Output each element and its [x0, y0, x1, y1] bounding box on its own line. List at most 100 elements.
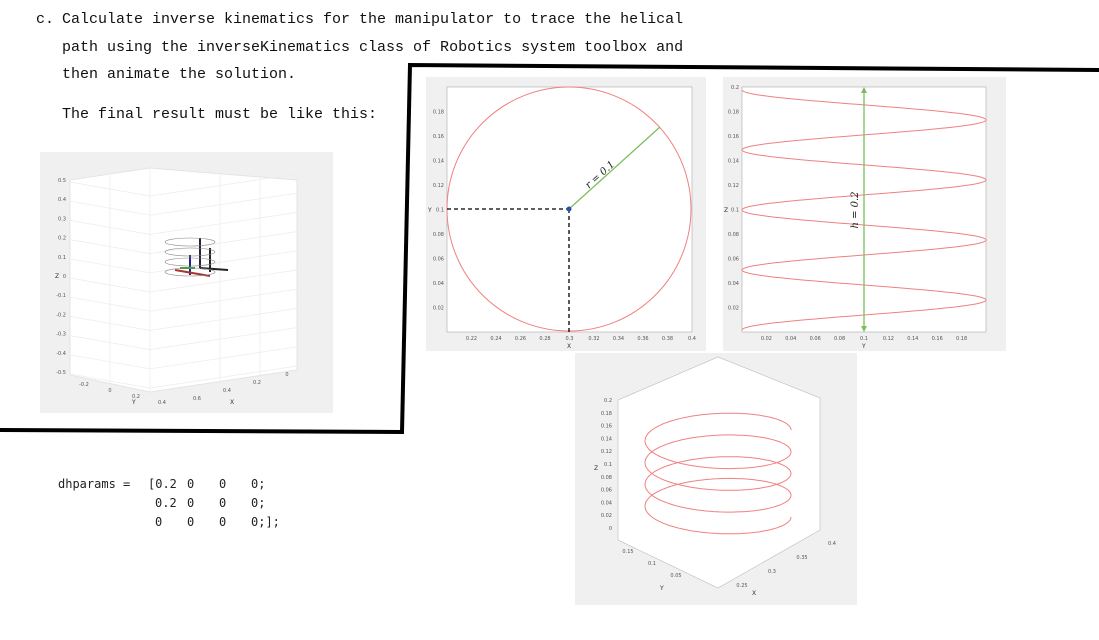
item-marker: c.: [36, 11, 54, 28]
grid-line: [149, 231, 298, 254]
grid-line: [69, 258, 151, 274]
tick-label: 0.34: [613, 336, 624, 342]
grid-line: [149, 346, 298, 370]
tick-label: 0.08: [433, 232, 444, 238]
tick-label: 0.6: [193, 396, 201, 402]
code-cell: 0: [187, 477, 194, 491]
tick-label: 0.14: [728, 159, 739, 165]
tick-label: 0.02: [433, 306, 444, 312]
tick-label: 0.16: [728, 134, 739, 140]
tick-label: 0.3: [566, 336, 574, 342]
top-view-figure: r = 0.1 X Y 0.22 0.24 0.26 0.28 0.3 0.32 0.34 0…: [426, 77, 706, 351]
tick-label: 0: [108, 388, 111, 394]
tick-label: 0.1: [648, 561, 656, 567]
grid-line: [69, 200, 151, 216]
grid-line: [69, 335, 151, 350]
grid-line: [149, 308, 298, 331]
tick-label: 0: [285, 372, 288, 378]
code-cell: 0: [187, 515, 194, 529]
z-label: Z: [594, 465, 598, 472]
tick-label: 0.2: [132, 394, 140, 400]
tick-label: 0.38: [662, 336, 673, 342]
tick-label: 0.16: [433, 134, 444, 140]
code-cell: 0;: [251, 496, 265, 510]
code-label: dhparams =: [58, 477, 130, 491]
grid-line: [69, 354, 151, 370]
code-cell: 0.2: [155, 496, 177, 510]
note: The final result must be like this:: [62, 106, 377, 123]
tick-label: 0.16: [601, 424, 612, 430]
code-cell: 0: [219, 496, 226, 510]
tick-label: 0.1: [731, 208, 739, 214]
tick-label: 0.06: [728, 257, 739, 263]
divider: [0, 62, 1099, 435]
tick-label: 0.15: [622, 549, 633, 555]
grid-line: [69, 220, 151, 235]
tick-label: 0.18: [728, 110, 739, 116]
grid-line: [69, 316, 151, 331]
annotation: h = 0.2: [850, 191, 861, 228]
tick-label: 0.1: [604, 462, 612, 468]
tick-label: 0.4: [158, 400, 166, 406]
tick-label: 0.04: [433, 281, 444, 287]
tick-label: 0.18: [601, 411, 612, 417]
z-label: Z: [55, 273, 59, 280]
y-label: Y: [659, 585, 664, 592]
tick-label: 0.14: [601, 436, 612, 442]
x-label: X: [752, 590, 756, 597]
grid-line: [149, 269, 298, 293]
x-label: Y: [861, 343, 866, 350]
tick-label: 0.05: [670, 573, 681, 579]
tick-label: 0.3: [768, 569, 776, 575]
grid-line: [69, 296, 151, 312]
tick-label: 0.2: [253, 380, 261, 386]
tick-label: 0.06: [601, 488, 612, 494]
grid-line: [149, 365, 298, 389]
code-cell: 0: [155, 515, 162, 529]
tick-label: 0.2: [604, 398, 612, 404]
tick-label: 0.4: [828, 541, 836, 547]
tick-label: 0.08: [728, 232, 739, 238]
tick-label: 0.08: [601, 475, 612, 481]
tick-label: 0.22: [466, 336, 477, 342]
tick-label: 0.12: [433, 183, 444, 189]
tick-label: 0.24: [490, 336, 501, 342]
tick-label: 0.1: [58, 255, 66, 261]
y-label: Y: [131, 399, 136, 406]
grid-line: [149, 288, 298, 312]
side-view-figure: h = 0.2 Y Z 0.02 0.04 0.06 0.08 0.1 0.12 0.14 0…: [723, 77, 1006, 351]
code-cell: 0: [187, 496, 194, 510]
robot-figure: 0.5 0.4 0.3 0.2 0.1 0 -0.1 -0.2 -0.3 -0.4 -0.5 -0.2…: [40, 152, 333, 413]
tick-label: 0.06: [810, 336, 821, 342]
tick-label: 0.02: [601, 513, 612, 519]
tick-label: -0.5: [56, 370, 66, 376]
tick-label: 0.1: [860, 336, 868, 342]
grid-line: [149, 212, 298, 235]
grid-line: [69, 277, 151, 293]
tick-label: 0.04: [601, 500, 612, 506]
instruction-line: Calculate inverse kinematics for the man…: [62, 11, 683, 28]
tick-label: 0.4: [223, 388, 231, 394]
tick-label: 0.1: [436, 208, 444, 214]
x-label: X: [230, 399, 234, 406]
y-label: Z: [724, 207, 728, 214]
tick-label: 0.5: [58, 178, 66, 184]
grid-line: [149, 173, 298, 197]
tick-label: 0.04: [785, 336, 796, 342]
tick-label: 0: [63, 274, 66, 280]
tick-label: -0.4: [56, 351, 66, 357]
code-cell: 0: [219, 515, 226, 529]
tick-label: 0.02: [728, 306, 739, 312]
tick-label: 0.14: [433, 159, 444, 165]
tick-label: 0.2: [58, 236, 66, 242]
grid-line: [149, 327, 298, 350]
helix-figure: Z Y X 0 0.02 0.04 0.06 0.08 0.1 0.12 0.14 0.16 0.…: [575, 353, 857, 605]
tick-label: 0.28: [539, 336, 550, 342]
x-label: X: [567, 343, 571, 350]
y-label: Y: [427, 207, 432, 214]
tick-label: -0.2: [56, 312, 66, 318]
grid-line: [69, 373, 151, 389]
tick-label: 0.16: [932, 336, 943, 342]
code-cell: [0.2: [148, 477, 177, 491]
tick-label: 0.14: [907, 336, 918, 342]
